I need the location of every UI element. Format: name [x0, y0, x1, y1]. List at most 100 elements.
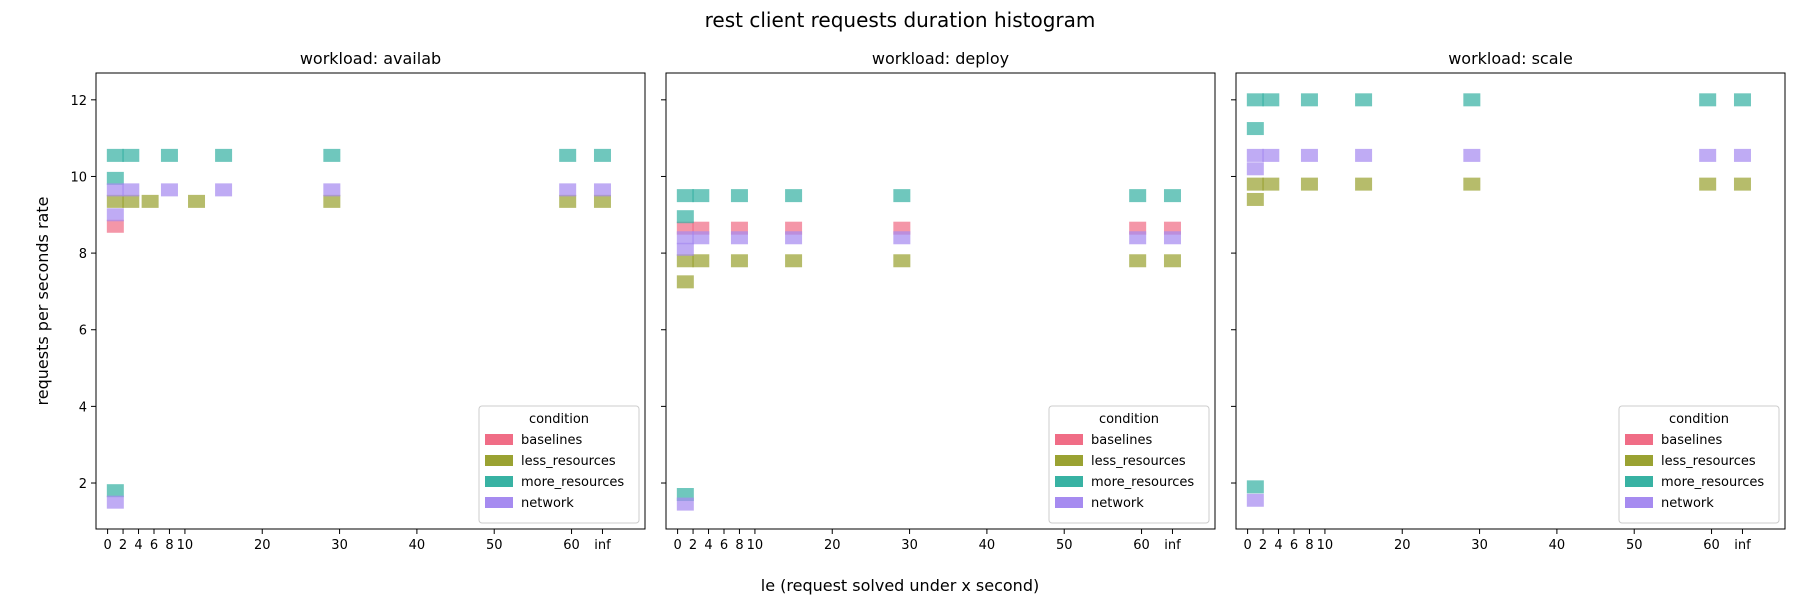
heatmap-cell-network: [1733, 148, 1751, 162]
x-tick-label: 8: [165, 538, 173, 553]
heatmap-cell-network: [559, 183, 577, 197]
heatmap-cell-more-resources: [1246, 480, 1264, 494]
legend-swatch-network: [485, 497, 513, 508]
x-tick-label: 10: [1317, 538, 1334, 553]
x-tick-label: 10: [177, 538, 194, 553]
heatmap-cell-less-resources: [730, 254, 748, 268]
heatmap-cell-less-resources: [122, 194, 140, 208]
plot-frame: [1235, 72, 1786, 530]
heatmap-cell-more-resources: [1246, 93, 1264, 107]
heatmap-cell-network: [106, 495, 124, 509]
heatmap-cell-less-resources: [559, 194, 577, 208]
legend-label-baselines: baselines: [1091, 433, 1152, 448]
x-tick-label: 30: [1471, 538, 1488, 553]
panel-title: workload: availab: [300, 49, 441, 68]
legend-swatch-baselines: [1055, 434, 1083, 445]
legend-swatch-baselines: [1625, 434, 1653, 445]
heatmap-cell-network: [122, 183, 140, 197]
heatmap-cell-network: [215, 183, 233, 197]
heatmap-cell-network: [676, 231, 694, 245]
heatmap-cell-network: [676, 242, 694, 256]
y-tick-label: 10: [70, 170, 87, 185]
heatmap-cell-network: [1300, 148, 1318, 162]
panel-3: workload: scale 0 2 4 6 8 10 20 30 40 50 60 inf condi…: [1231, 49, 1786, 553]
heatmap-cell-less-resources: [676, 275, 694, 289]
legend-label-more-resources: more_resources: [521, 475, 624, 490]
heatmap-cell-more-resources: [730, 189, 748, 203]
legend-swatch-more-resources: [1625, 476, 1653, 487]
x-tick-label: 30: [901, 538, 918, 553]
figure-title: rest client requests duration histogram: [705, 8, 1096, 32]
heatmap-cell-more-resources: [122, 148, 140, 162]
heatmap-cell-less-resources: [1355, 177, 1373, 191]
heatmap-cell-more-resources: [1463, 93, 1481, 107]
heatmap-cell-network: [730, 231, 748, 245]
legend-title: condition: [529, 412, 589, 427]
legend-swatch-less-resources: [1055, 455, 1083, 466]
plot-frame: [665, 72, 1216, 530]
heatmap-cell-network: [1262, 148, 1280, 162]
legend-label-less-resources: less_resources: [1661, 454, 1756, 469]
x-tick-label: 6: [1290, 538, 1298, 553]
heatmap-cell-network: [323, 183, 341, 197]
x-tick-label: 20: [254, 538, 271, 553]
x-tick-label: 6: [150, 538, 158, 553]
heatmap-cell-less-resources: [188, 194, 206, 208]
heatmap-cell-baselines: [106, 219, 124, 233]
heatmap-cell-less-resources: [893, 254, 911, 268]
heatmap-cell-network: [160, 183, 178, 197]
heatmap-cell-less-resources: [1262, 177, 1280, 191]
legend-label-network: network: [1091, 496, 1144, 511]
heatmap-cell-less-resources: [1163, 254, 1181, 268]
x-tick-label: 40: [1549, 538, 1566, 553]
legend-swatch-more-resources: [1055, 476, 1083, 487]
x-tick-label: 60: [1133, 538, 1150, 553]
legend-label-less-resources: less_resources: [1091, 454, 1186, 469]
heatmap-cell-more-resources: [323, 148, 341, 162]
legend-title: condition: [1669, 412, 1729, 427]
legend-label-less-resources: less_resources: [521, 454, 616, 469]
heatmap-cell-more-resources: [1246, 122, 1264, 136]
x-tick-label: 4: [1274, 538, 1282, 553]
heatmap-cells: [1246, 93, 1751, 507]
x-tick-label: 8: [735, 538, 743, 553]
x-tick-label: 50: [1626, 538, 1643, 553]
legend: condition baselines less_resources more_res…: [1618, 405, 1780, 524]
x-tick-label: inf: [1164, 538, 1181, 553]
legend-swatch-more-resources: [485, 476, 513, 487]
y-tick-label: 2: [79, 477, 87, 492]
heatmap-cell-network: [692, 231, 710, 245]
heatmap-cell-network: [676, 497, 694, 511]
legend-title: condition: [1099, 412, 1159, 427]
heatmap-cell-more-resources: [1355, 93, 1373, 107]
x-tick-label: 0: [103, 538, 111, 553]
figure-y-label: requests per seconds rate: [33, 197, 52, 406]
heatmap-cell-more-resources: [1733, 93, 1751, 107]
heatmap-cell-network: [106, 183, 124, 197]
heatmap-cell-network: [1246, 148, 1264, 162]
x-tick-label: 6: [720, 538, 728, 553]
legend-box: [1618, 405, 1780, 524]
heatmap-cell-less-resources: [593, 194, 611, 208]
heatmap-cell-network: [106, 208, 124, 222]
y-tick-label: 4: [79, 400, 87, 415]
heatmap-cell-network: [893, 231, 911, 245]
plot-frame: [95, 72, 646, 530]
heatmap-cell-less-resources: [785, 254, 803, 268]
legend-label-baselines: baselines: [1661, 433, 1722, 448]
heatmap-cell-more-resources: [160, 148, 178, 162]
legend-label-network: network: [1661, 496, 1714, 511]
heatmap-cell-more-resources: [1262, 93, 1280, 107]
x-tick-label: 20: [824, 538, 841, 553]
x-tick-label: inf: [594, 538, 611, 553]
legend-swatch-less-resources: [485, 455, 513, 466]
heatmap-cell-more-resources: [692, 189, 710, 203]
heatmap-cell-network: [1463, 148, 1481, 162]
heatmap-cell-less-resources: [1300, 177, 1318, 191]
heatmap-cell-network: [1355, 148, 1373, 162]
x-tick-label: 2: [1259, 538, 1267, 553]
heatmap-cell-more-resources: [215, 148, 233, 162]
heatmap-cell-more-resources: [676, 189, 694, 203]
legend-label-more-resources: more_resources: [1091, 475, 1194, 490]
x-tick-label: inf: [1734, 538, 1751, 553]
